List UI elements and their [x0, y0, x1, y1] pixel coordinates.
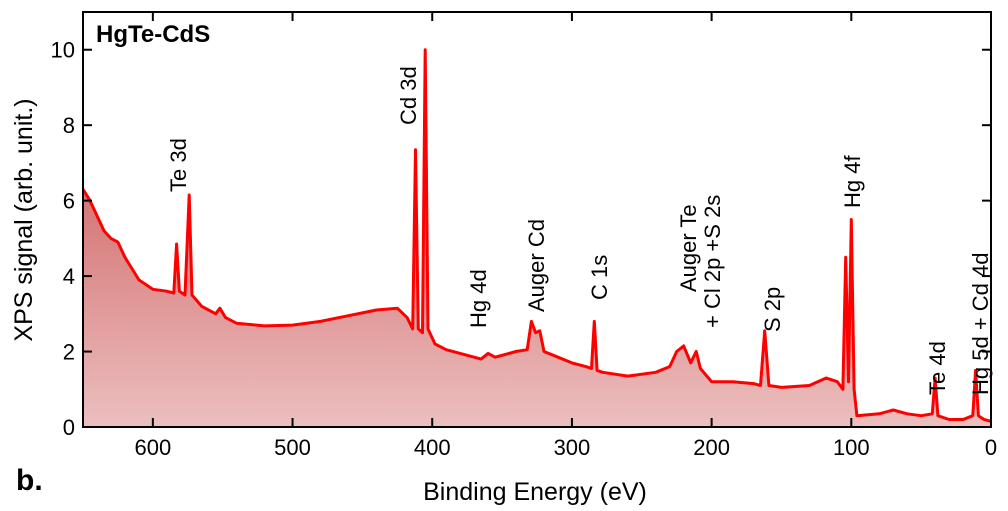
- y-tick-label: 2: [63, 340, 75, 365]
- peak-annotation: Hg 5d + Cd 4d: [968, 253, 993, 395]
- peak-annotation: Hg 4d: [466, 269, 491, 328]
- x-tick-label: 100: [833, 435, 870, 460]
- x-tick-label: 600: [134, 435, 171, 460]
- y-tick-label: 6: [63, 189, 75, 214]
- y-tick-label: 0: [63, 415, 75, 440]
- x-axis-label: Binding Energy (eV): [423, 478, 647, 506]
- peak-annotation: C 1s: [587, 255, 612, 300]
- y-tick-label: 8: [63, 113, 75, 138]
- peak-annotation: Te 4d: [925, 341, 950, 395]
- y-tick-label: 4: [63, 264, 75, 289]
- peak-annotation: Auger Cd: [524, 219, 549, 312]
- y-tick-label: 10: [51, 38, 75, 63]
- peak-annotation: Auger Te: [676, 204, 701, 292]
- peak-annotation: Hg 4f: [840, 155, 865, 208]
- panel-label: b.: [16, 464, 43, 497]
- chart-title: HgTe-CdS: [96, 21, 210, 48]
- x-tick-label: 500: [274, 435, 311, 460]
- y-axis-label: XPS signal (arb. unit.): [10, 98, 38, 341]
- x-tick-label: 300: [554, 435, 591, 460]
- x-tick-label: 400: [414, 435, 451, 460]
- area: [83, 49, 991, 427]
- peak-annotation: Cd 3d: [396, 66, 421, 125]
- peak-annotation: S 2p: [760, 287, 785, 332]
- peak-annotation: Te 3d: [166, 138, 191, 192]
- plot-frame: [82, 11, 992, 428]
- x-tick-label: 200: [693, 435, 730, 460]
- peak-annotation: + Cl 2p +S 2s: [700, 195, 725, 328]
- line: [81, 48, 992, 423]
- x-tick-label: 0: [985, 435, 997, 460]
